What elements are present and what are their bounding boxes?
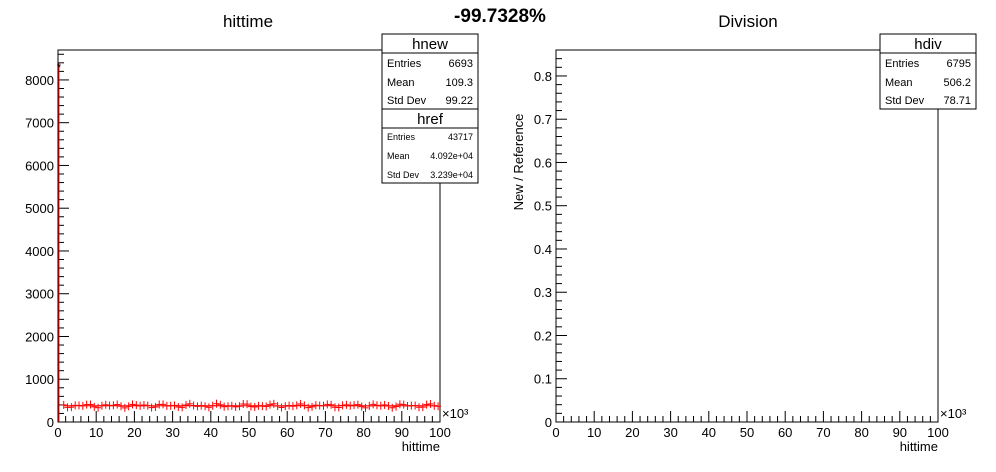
- left-y-tick-label: 6000: [25, 158, 54, 173]
- stats-hnew-entries-value: 6693: [449, 58, 473, 70]
- stats-hnew-entries-label: Entries: [387, 58, 422, 70]
- stats-box-hdiv: hdiv Entries 6795 Mean 506.2 Std Dev 78.…: [879, 33, 977, 110]
- stats-href-entries-label: Entries: [387, 132, 416, 142]
- stats-hdiv-entries-label: Entries: [885, 58, 920, 70]
- left-x-tick-label: 50: [242, 425, 256, 440]
- stats-hdiv-mean-value: 506.2: [943, 77, 971, 89]
- stats-hdiv-mean-label: Mean: [885, 77, 913, 89]
- stats-hdiv-std-value: 78.71: [943, 95, 971, 107]
- right-x-tick-label: 70: [816, 425, 830, 440]
- left-y-tick-label: 7000: [25, 116, 54, 131]
- right-x-tick-label: 50: [740, 425, 754, 440]
- right-y-tick-label: 0.4: [534, 242, 552, 257]
- stats-hnew-mean-value: 109.3: [445, 77, 473, 89]
- left-panel-title: hittime: [223, 12, 273, 31]
- right-y-tick-label: 0: [545, 415, 552, 430]
- left-y-tick-label: 1000: [25, 372, 54, 387]
- right-panel: Division 0 10 20 30 40 50 60 70 80 90 100 0 0.1 0.2 0.…: [511, 12, 977, 454]
- left-x-tick-label: 100: [429, 425, 451, 440]
- right-axis-ticks: 0 10 20 30 40 50 60 70 80 90 100 0 0.1 0.2 0.3 0.4 0.5 0.…: [534, 58, 949, 440]
- left-axis-ticks: 0 10 20 30 40 50 60 70 80 90 100010002000300040005…: [25, 53, 451, 440]
- left-y-tick-label: 4000: [25, 244, 54, 259]
- right-x-exponent: ×10³: [940, 406, 967, 421]
- right-x-tick-label: 0: [552, 425, 559, 440]
- right-y-tick-label: 0.3: [534, 285, 552, 300]
- left-y-tick-label: 2000: [25, 329, 54, 344]
- right-x-tick-label: 40: [702, 425, 716, 440]
- stats-hdiv-title: hdiv: [914, 36, 942, 53]
- stats-href-mean-value: 4.092e+04: [430, 151, 473, 161]
- stats-href-title: href: [417, 111, 444, 128]
- stats-hnew-title: hnew: [412, 36, 448, 53]
- left-y-tick-label: 3000: [25, 287, 54, 302]
- left-x-tick-label: 40: [204, 425, 218, 440]
- right-y-tick-label: 0.7: [534, 112, 552, 127]
- stats-hdiv-entries-value: 6795: [947, 58, 971, 70]
- left-x-tick-label: 0: [54, 425, 61, 440]
- right-x-tick-label: 20: [625, 425, 639, 440]
- right-y-tick-label: 0.8: [534, 69, 552, 84]
- left-x-tick-label: 90: [395, 425, 409, 440]
- left-series-href: *: [57, 62, 442, 422]
- left-x-tick-label: 60: [280, 425, 294, 440]
- left-y-tick-label: 8000: [25, 73, 54, 88]
- left-x-tick-label: 80: [356, 425, 370, 440]
- left-x-tick-label: 10: [89, 425, 103, 440]
- right-x-tick-label: 100: [927, 425, 949, 440]
- stats-hnew-mean-label: Mean: [387, 77, 415, 89]
- stats-href-std-value: 3.239e+04: [430, 170, 473, 180]
- stats-href-entries-value: 43717: [448, 132, 473, 142]
- left-x-axis-label: hittime: [402, 439, 440, 454]
- stats-href-mean-label: Mean: [387, 151, 410, 161]
- stats-hnew-std-value: 99.22: [445, 95, 473, 107]
- right-y-tick-label: 0.2: [534, 328, 552, 343]
- right-x-tick-label: 60: [778, 425, 792, 440]
- right-y-axis-label: New / Reference: [511, 114, 526, 211]
- right-x-tick-label: 90: [893, 425, 907, 440]
- right-x-tick-label: 80: [854, 425, 868, 440]
- href-spike-marker: *: [57, 62, 62, 74]
- stats-hdiv-std-label: Std Dev: [885, 95, 925, 107]
- percent-header: -99.7328%: [454, 6, 546, 27]
- right-x-tick-label: 10: [587, 425, 601, 440]
- right-x-tick-label: 30: [663, 425, 677, 440]
- right-y-tick-label: 0.1: [534, 372, 552, 387]
- left-panel: hittime 0 10 20 30 40 50 60 70 80 90 1000100020003…: [25, 12, 479, 454]
- left-x-tick-label: 30: [165, 425, 179, 440]
- right-y-tick-label: 0.5: [534, 199, 552, 214]
- stats-box-hnew: hnew Entries 6693 Mean 109.3 Std Dev 99.…: [381, 33, 479, 110]
- left-y-tick-label: 5000: [25, 201, 54, 216]
- right-x-axis-label: hittime: [900, 439, 938, 454]
- left-x-tick-label: 20: [127, 425, 141, 440]
- left-x-tick-label: 70: [318, 425, 332, 440]
- stats-box-href: href Entries 43717 Mean 4.092e+04 Std De…: [381, 108, 479, 184]
- right-y-tick-label: 0.6: [534, 155, 552, 170]
- left-y-tick-label: 0: [47, 415, 54, 430]
- stats-href-std-label: Std Dev: [387, 170, 420, 180]
- stats-hnew-std-label: Std Dev: [387, 95, 427, 107]
- left-x-exponent: ×10³: [442, 406, 469, 421]
- right-panel-title: Division: [718, 12, 778, 31]
